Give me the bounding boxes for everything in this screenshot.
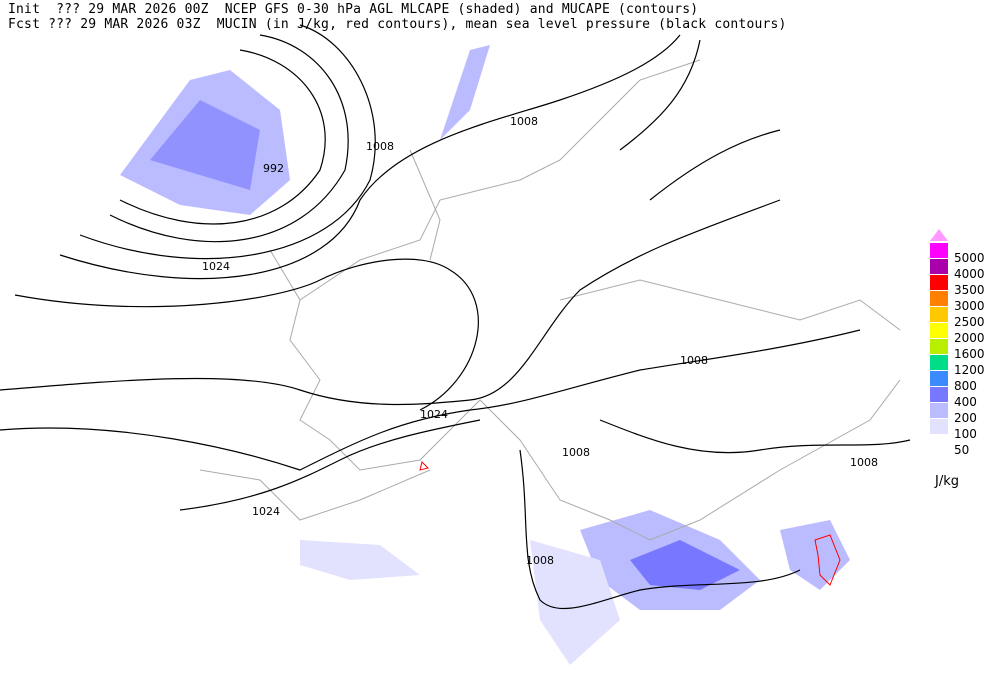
legend-swatch	[930, 243, 948, 258]
header-init-line: Init ??? 29 MAR 2026 00Z NCEP GFS 0-30 h…	[8, 2, 699, 17]
legend-swatch	[930, 387, 948, 402]
legend-swatch	[930, 307, 948, 322]
legend-row: 5000	[930, 243, 1000, 265]
legend-row: 2500	[930, 307, 1000, 329]
pressure-label: 1008	[850, 456, 878, 469]
legend-label: 200	[954, 411, 977, 425]
legend-row: 3500	[930, 275, 1000, 297]
cape-shading	[120, 45, 850, 665]
cape-area-ionian	[530, 540, 620, 665]
legend-label: 3000	[954, 299, 985, 313]
legend-swatch	[930, 323, 948, 338]
legend-label: 400	[954, 395, 977, 409]
legend-row: 1600	[930, 339, 1000, 361]
legend-label: 1200	[954, 363, 985, 377]
legend-row: 800	[930, 371, 1000, 393]
pressure-label: 1008	[562, 446, 590, 459]
legend-swatch	[930, 403, 948, 418]
legend-label: 3500	[954, 283, 985, 297]
legend-label: 50	[954, 443, 970, 457]
legend-swatch	[930, 339, 948, 354]
header-fcst-line: Fcst ??? 29 MAR 2026 03Z MUCIN (in J/kg,…	[8, 17, 787, 32]
legend-swatch	[930, 291, 948, 306]
pressure-label: 1024	[252, 505, 280, 518]
cape-area-sicily	[300, 540, 420, 580]
coastlines	[199, 59, 901, 541]
legend-label: 800	[954, 379, 977, 393]
pressure-label: 992	[263, 162, 284, 175]
pressure-label: 1008	[510, 115, 538, 128]
legend-label: 2000	[954, 331, 985, 345]
legend-swatch	[930, 259, 948, 274]
legend-overflow-triangle	[930, 229, 948, 241]
pressure-contours	[0, 24, 911, 610]
cape-area-turkey-south	[780, 520, 850, 590]
legend-row: 1200	[930, 355, 1000, 377]
legend-label: 4000	[954, 267, 985, 281]
pressure-label: 1008	[680, 354, 708, 367]
legend-swatch	[930, 371, 948, 386]
legend-label: 2500	[954, 315, 985, 329]
pressure-label: 1008	[526, 554, 554, 567]
legend-row: 3000	[930, 291, 1000, 313]
legend-row: 200	[930, 403, 1000, 425]
legend-swatch	[930, 419, 948, 434]
cin-contours	[419, 461, 841, 586]
pressure-label: 1008	[366, 140, 394, 153]
legend-row: 400	[930, 387, 1000, 409]
cape-area-atlantic-core	[150, 100, 260, 190]
legend-row: 50	[930, 435, 1000, 457]
cape-area-norway	[440, 45, 490, 140]
pressure-label: 1024	[420, 408, 448, 421]
legend-label: 5000	[954, 251, 985, 265]
legend-row: 100	[930, 419, 1000, 441]
legend-label: 1600	[954, 347, 985, 361]
legend-unit: J/kg	[935, 474, 959, 489]
pressure-label: 1024	[202, 260, 230, 273]
legend-label: 100	[954, 427, 977, 441]
legend-swatch	[930, 355, 948, 370]
cape-area-aegean-core	[630, 540, 740, 590]
legend-swatch	[930, 275, 948, 290]
legend-row: 4000	[930, 259, 1000, 281]
legend-row: 2000	[930, 323, 1000, 345]
color-legend: 5000 4000 3500 3000 2500 2000 1600 1200 800 400 20…	[930, 229, 1000, 457]
pressure-labels: 992 1008 1008 1024 1008 1024 1008 1008 1…	[202, 115, 878, 567]
